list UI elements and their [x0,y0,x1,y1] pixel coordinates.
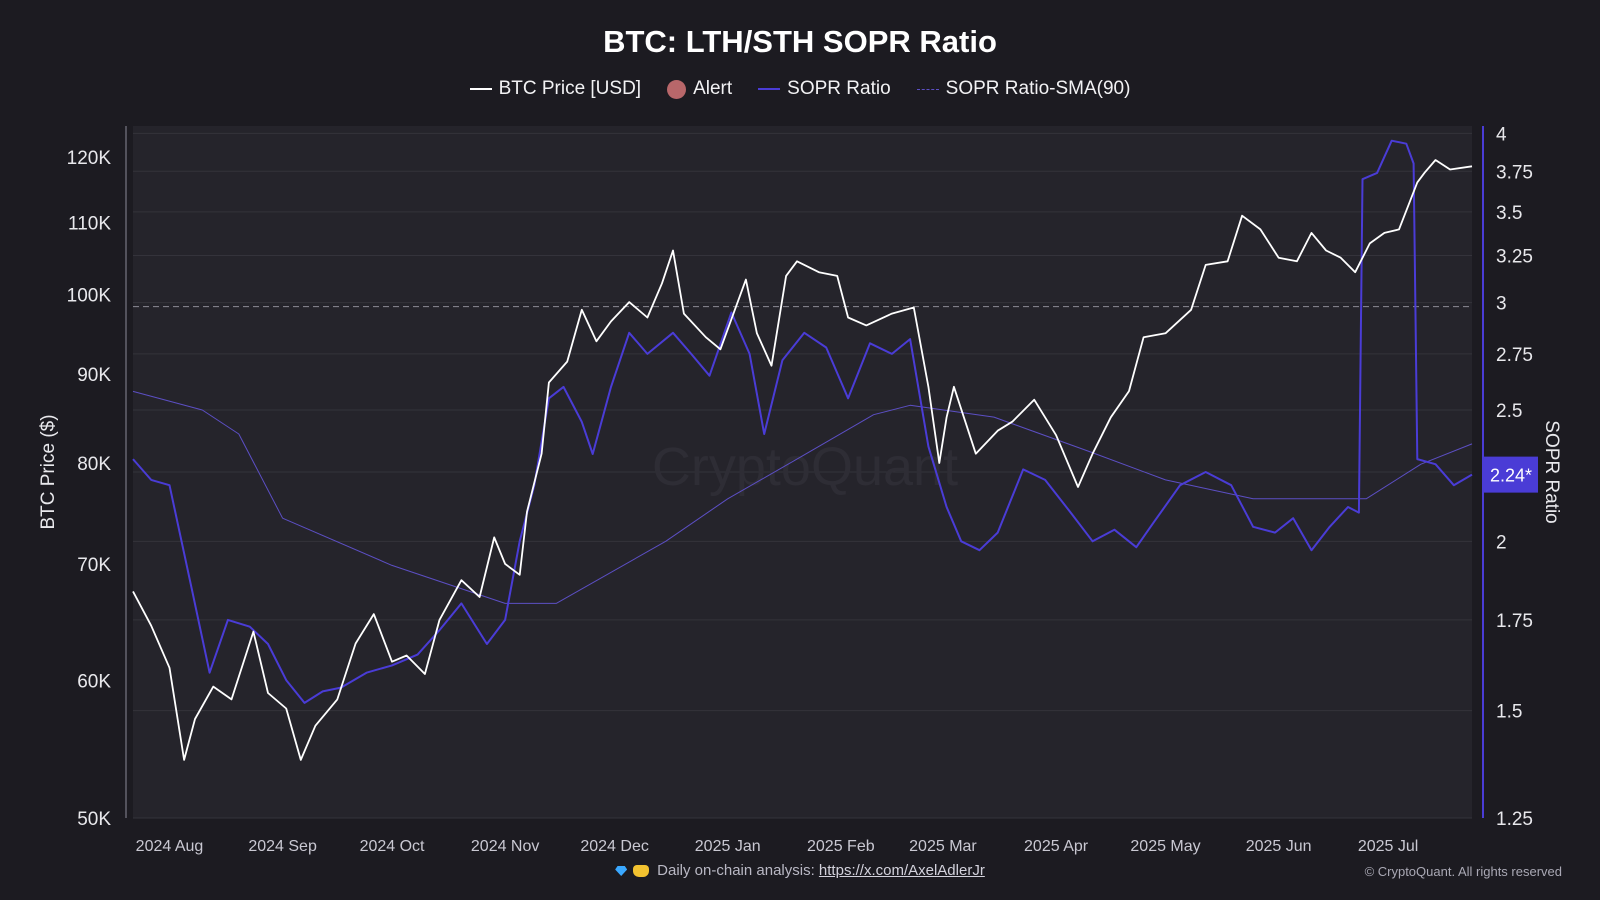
raised-hands-icon [633,865,650,877]
watermark: CryptoQuant [652,437,958,497]
right-axis-title: SOPR Ratio [1541,420,1562,523]
right-tick-label: 3.75 [1496,162,1533,183]
left-tick-label: 120K [67,148,112,169]
x-tick-label: 2024 Sep [248,838,317,855]
x-tick-label: 2025 Jul [1358,838,1419,855]
left-tick-label: 100K [67,286,112,307]
left-tick-label: 110K [68,214,111,235]
legend-item-alert[interactable]: Alert [667,78,732,100]
chart-title: BTC: LTH/STH SOPR Ratio [603,24,997,59]
right-tick-label: 1.5 [1496,702,1522,723]
gem-icon [615,866,628,876]
legend-swatch-sopr-sma [916,88,939,90]
current-value-box [1484,456,1538,493]
footer-analysis: Daily on-chain analysis: https://x.com/A… [0,862,1600,879]
right-tick-label: 2 [1496,532,1507,553]
legend-item-sopr-sma[interactable]: SOPR Ratio-SMA(90) [916,78,1131,100]
legend-item-sopr-ratio[interactable]: SOPR Ratio [758,78,891,100]
x-tick-label: 2025 Jun [1246,838,1312,855]
right-tick-label: 3 [1496,294,1507,315]
legend-swatch-btc-price [469,88,492,90]
series-btc-price-line [132,159,1473,761]
x-tick-label: 2025 Jan [695,838,761,855]
x-tick-label: 2024 Nov [471,838,540,855]
legend-label-btc-price: BTC Price [USD] [498,78,642,99]
legend-label-sopr-ratio: SOPR Ratio [787,78,891,99]
left-tick-label: 60K [77,671,111,692]
left-tick-label: 70K [77,555,111,576]
x-tick-label: 2025 May [1130,838,1200,855]
footer-link[interactable]: https://x.com/AxelAdlerJr [818,862,985,879]
legend-swatch-sopr-ratio [758,88,781,90]
current-value-label: 2.24* [1490,466,1532,486]
right-tick-label: 1.25 [1496,809,1533,830]
x-tick-label: 2024 Aug [136,838,204,855]
legend-label-alert: Alert [693,78,733,99]
right-tick-label: 1.75 [1496,611,1533,632]
left-tick-label: 50K [77,809,111,830]
right-tick-label: 3.25 [1496,247,1533,268]
legend-swatch-alert [667,79,687,99]
x-tick-label: 2025 Feb [807,838,875,855]
series-sopr-sma-line [132,390,1473,604]
x-tick-label: 2025 Apr [1024,838,1089,855]
right-tick-label: 2.75 [1496,345,1533,366]
legend-label-sopr-sma: SOPR Ratio-SMA(90) [945,78,1131,99]
series-sopr-ratio-line [132,139,1473,704]
legend-item-btc-price[interactable]: BTC Price [USD] [469,78,642,100]
left-tick-label: 90K [77,365,111,386]
copyright-text: © CryptoQuant. All rights reserved [1364,864,1562,879]
chart-legend: BTC Price [USD] Alert SOPR Ratio SOPR Ra… [0,78,1600,100]
x-tick-label: 2024 Dec [580,838,649,855]
right-tick-label: 2.5 [1496,401,1522,422]
right-tick-label: 3.5 [1496,203,1522,224]
x-tick-label: 2025 Mar [909,838,977,855]
left-axis-title: BTC Price ($) [38,414,59,529]
footer-text: Daily on-chain analysis: [657,862,819,879]
right-tick-label: 4 [1496,124,1507,145]
left-tick-label: 80K [77,454,111,475]
x-tick-label: 2024 Oct [360,838,425,855]
